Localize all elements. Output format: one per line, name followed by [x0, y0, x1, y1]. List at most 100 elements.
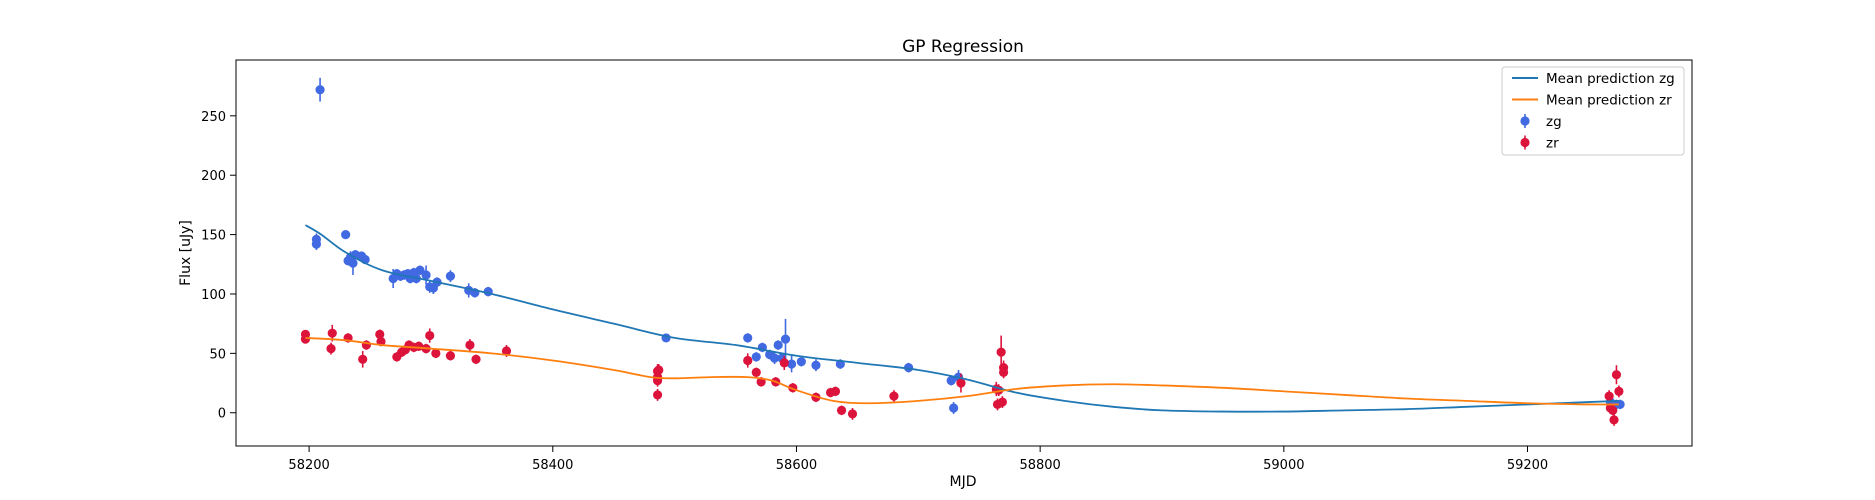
zg-data-point [1615, 399, 1625, 410]
zr-marker [471, 354, 481, 364]
zr-data-point [1608, 405, 1618, 416]
legend-item: zr [1520, 135, 1559, 152]
zr-marker [654, 365, 664, 375]
x-tick-label: 58600 [776, 458, 817, 473]
zg-data-point [796, 356, 806, 367]
zr-data-point [1611, 365, 1622, 385]
line-mean-prediction-zg [304, 224, 1619, 413]
zr-data-point [779, 355, 789, 370]
zg-data-point [780, 318, 791, 360]
zg-data-point [315, 77, 325, 102]
legend: Mean prediction zg Mean prediction zr zg zr [1501, 66, 1685, 156]
zr-marker [743, 355, 753, 366]
zr-data-point [654, 364, 664, 376]
chart-title: GP Regression [902, 37, 1024, 57]
zr-marker [996, 347, 1006, 357]
zr-marker [300, 334, 311, 344]
legend-label: Mean prediction zg [1546, 71, 1675, 87]
zr-marker [830, 386, 841, 396]
zg-marker [751, 352, 761, 362]
zg-data-point [903, 362, 914, 373]
zr-data-point [996, 335, 1006, 369]
legend-label: zg [1546, 114, 1562, 130]
x-tick-label: 59200 [1507, 458, 1548, 473]
line-mean-prediction-zr [305, 337, 1619, 406]
zr-data-point [743, 353, 753, 368]
zr-data-point [997, 396, 1007, 408]
zr-marker [847, 409, 858, 419]
zr-data-point [326, 342, 336, 355]
zr-data-point [830, 386, 841, 397]
plot-frame [235, 59, 1693, 447]
y-tick-label: 50 [209, 347, 226, 362]
legend-label: Mean prediction zr [1546, 93, 1672, 109]
zg-data-point [773, 340, 783, 350]
zr-data-point [471, 354, 481, 365]
zg-marker [903, 363, 914, 373]
zg-marker [946, 376, 956, 386]
zg-marker [780, 334, 791, 344]
legend-marker-swatch [1520, 137, 1530, 148]
zr-marker [836, 405, 847, 415]
zr-data-point [889, 390, 899, 403]
zr-data-point [1614, 385, 1624, 398]
zr-marker [779, 358, 789, 368]
zg-data-point [811, 359, 821, 372]
zr-data-point [431, 348, 441, 359]
zg-marker [773, 340, 783, 350]
zr-marker [445, 351, 456, 361]
zr-data-point [847, 407, 858, 420]
zr-marker [358, 354, 368, 364]
zg-data-point [421, 265, 431, 285]
legend-item: zg [1520, 114, 1562, 130]
zg-data-point [743, 333, 753, 343]
y-tick-label: 200 [201, 169, 226, 184]
zg-marker [786, 359, 797, 369]
zg-data-point [445, 270, 456, 283]
y-tick-label: 0 [218, 407, 226, 422]
zg-data-point [946, 375, 956, 386]
x-tick-label: 58400 [532, 458, 573, 473]
zg-marker [1615, 399, 1625, 410]
zr-marker [375, 329, 385, 339]
zg-data-point [949, 402, 959, 414]
zg-marker [421, 270, 431, 280]
zr-marker [431, 348, 441, 358]
x-axis: 58200 58400 58600 58800 59000 59200 [288, 446, 1548, 473]
zr-data-point [652, 388, 663, 401]
y-tick-label: 250 [201, 110, 226, 125]
zg-data-point [769, 352, 780, 365]
zr-marker [1609, 415, 1619, 425]
zg-marker [348, 258, 358, 268]
zr-marker [326, 344, 336, 354]
zr-marker [1608, 405, 1618, 415]
zg-marker [311, 239, 322, 249]
zr-marker [501, 346, 512, 356]
zg-data-point [786, 355, 797, 373]
zr-marker [998, 367, 1009, 377]
zr-data-point [445, 350, 456, 361]
plot-area [300, 77, 1625, 426]
zr-marker [327, 328, 337, 338]
zg-data-point [311, 238, 322, 251]
zg-data-point [341, 229, 351, 240]
y-axis: 0 50 100 150 200 250 [201, 110, 236, 422]
series-zr [300, 324, 1624, 426]
legend-item: Mean prediction zr [1512, 93, 1672, 109]
zr-marker [1614, 386, 1624, 396]
zr-marker [652, 390, 663, 400]
zr-data-point [425, 328, 435, 343]
zg-marker [445, 271, 456, 281]
zr-marker [1604, 391, 1614, 401]
zr-marker [465, 340, 475, 350]
zr-data-point [998, 366, 1009, 379]
zg-marker [811, 360, 821, 370]
legend-marker-swatch [1520, 116, 1530, 126]
zr-marker [956, 378, 966, 388]
zr-data-point [1609, 413, 1619, 426]
zr-marker [425, 330, 435, 341]
x-tick-label: 59000 [1263, 458, 1304, 473]
zr-data-point [465, 339, 475, 351]
zr-data-point [358, 350, 368, 368]
